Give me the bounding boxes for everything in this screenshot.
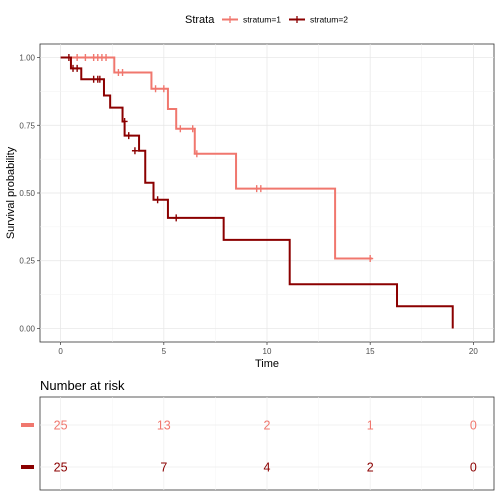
censor-mark [82,54,89,62]
legend: Strata stratum=1 stratum=2 [185,14,348,26]
risk-table-title: Number at risk [40,378,125,393]
legend-title: Strata [185,14,215,26]
plot-series [60,54,454,329]
risk-table-panel: Number at risk 25 13 2 1 0 25 7 4 2 0 [21,378,495,491]
censor-mark [257,185,264,193]
x-tick-label: 15 [366,347,375,356]
plot-grid [40,44,494,342]
risk-row-key [21,423,34,427]
x-tick-label: 5 [162,347,167,356]
risk-count: 4 [264,461,271,475]
risk-count: 25 [54,419,68,433]
censor-mark [189,125,196,133]
censor-mark [152,85,159,93]
risk-count: 0 [470,461,477,475]
censor-mark [154,196,161,204]
x-tick-label: 10 [263,347,272,356]
y-tick-label: 0.25 [19,257,35,266]
survival-curve-1 [60,56,373,260]
censor-mark [119,68,126,76]
km-plot-panel: 0 5 10 15 20 0.00 0.25 0.50 0.75 1.00 Time Survi… [5,43,495,370]
risk-count: 25 [54,461,68,475]
censor-mark [160,85,167,93]
risk-count: 1 [367,419,374,433]
risk-table-grid [40,397,494,490]
risk-count: 7 [160,461,167,475]
risk-count: 2 [264,419,271,433]
risk-table-rows: 25 13 2 1 0 25 7 4 2 0 [54,419,477,475]
risk-count: 13 [157,419,171,433]
legend-items: stratum=1 stratum=2 [222,15,348,25]
x-tick-label: 20 [469,347,478,356]
censor-mark [131,147,138,155]
censor-mark [74,54,81,62]
censor-mark [74,64,81,72]
risk-count: 2 [367,461,374,475]
censor-mark [173,214,180,222]
risk-row-1: 25 13 2 1 0 [54,419,477,433]
censor-mark [103,54,110,62]
legend-label-2: stratum=2 [310,15,348,25]
censor-mark [121,117,128,125]
y-axis-title: Survival probability [5,146,17,239]
censor-mark [65,54,72,62]
censor-mark [367,255,374,263]
y-tick-label: 0.75 [19,121,35,130]
series-2 [60,54,454,329]
x-axis-title: Time [255,358,279,370]
x-tick-label: 0 [58,347,63,356]
legend-key-mark [227,16,233,23]
y-tick-label: 0.00 [19,324,35,333]
risk-row-2: 25 7 4 2 0 [54,461,477,475]
y-axis: 0.00 0.25 0.50 0.75 1.00 [19,54,40,333]
risk-count: 0 [470,419,477,433]
series-1 [60,54,374,263]
risk-row-key [21,465,34,469]
y-tick-label: 1.00 [19,54,35,63]
risk-table-keys [21,423,34,469]
censor-mark [96,75,103,83]
censor-mark [177,125,184,133]
x-axis: 0 5 10 15 20 [58,342,478,356]
y-tick-label: 0.50 [19,189,35,198]
legend-key-mark [294,16,300,23]
censor-mark [125,132,132,140]
legend-label-1: stratum=1 [243,15,281,25]
censor-mark [193,150,200,158]
